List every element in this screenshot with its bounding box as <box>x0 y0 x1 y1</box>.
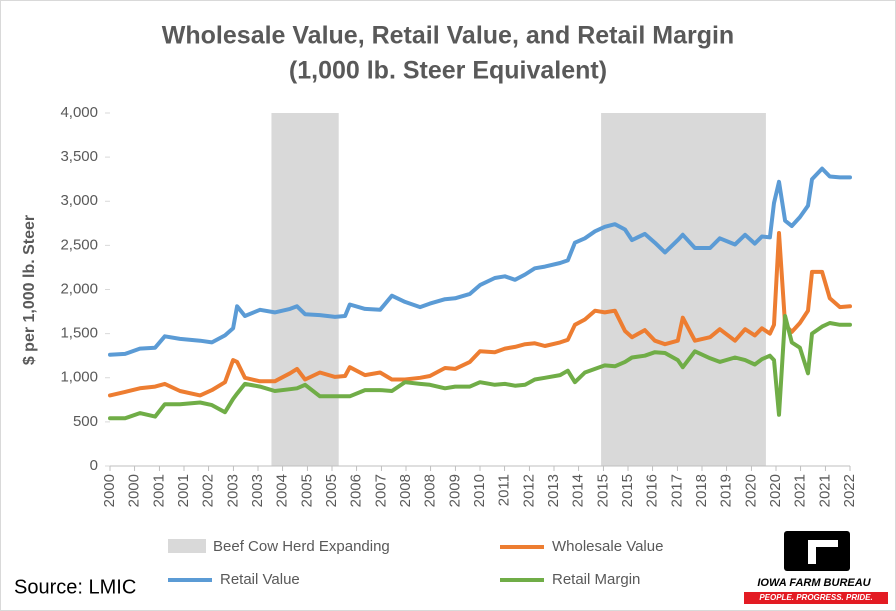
logo-text: IOWA FARM BUREAU <box>757 577 871 589</box>
source: Source: LMIC <box>14 576 136 598</box>
x-tick-label: 2004 <box>274 474 291 507</box>
x-tick-label: 2005 <box>298 474 315 507</box>
logo-mark <box>784 531 850 571</box>
x-tick-label: 2008 <box>422 474 439 507</box>
x-tick-label: 2013 <box>545 474 562 507</box>
x-tick-label: 2020 <box>767 474 784 507</box>
x-tick-label: 2021 <box>792 474 809 507</box>
x-tick-label: 2008 <box>397 474 414 507</box>
y-tick-label: 2,500 <box>60 236 98 253</box>
x-tick-label: 2001 <box>175 474 192 507</box>
x-tick-label: 2009 <box>446 474 463 507</box>
x-tick-label: 2018 <box>693 474 710 507</box>
x-tick-label: 2000 <box>126 474 143 507</box>
series-line <box>108 314 852 421</box>
x-tick-label: 2021 <box>816 474 833 507</box>
chart-subtitle: (1,000 lb. Steer Equivalent) <box>289 57 607 85</box>
x-tick-label: 2005 <box>323 474 340 507</box>
legend-label: Wholesale Value <box>552 538 663 555</box>
x-tick-label: 2019 <box>718 474 735 507</box>
x-tick-label: 2000 <box>101 474 118 507</box>
y-tick-label: 3,000 <box>60 192 98 209</box>
legend-label: Beef Cow Herd Expanding <box>213 538 390 555</box>
y-axis-title: $ per 1,000 lb. Steer <box>21 215 38 365</box>
series-line <box>108 231 852 398</box>
x-tick-label: 2012 <box>520 474 537 507</box>
y-tick-label: 1,000 <box>60 369 98 386</box>
logo-band <box>744 592 888 604</box>
x-tick-label: 2010 <box>471 474 488 507</box>
x-tick-label: 2011 <box>496 474 513 506</box>
series-line <box>108 166 852 357</box>
x-tick-label: 2006 <box>348 474 365 507</box>
y-tick-label: 500 <box>73 413 98 430</box>
x-tick-label: 2002 <box>200 474 217 507</box>
logo-mark <box>808 540 816 564</box>
y-tick-label: 3,500 <box>60 148 98 165</box>
logo-tagline: PEOPLE. PROGRESS. PRIDE. <box>759 593 872 602</box>
x-tick-label: 2015 <box>594 474 611 507</box>
y-tick-label: 0 <box>90 457 98 474</box>
x-tick-label: 2014 <box>570 474 587 507</box>
logo: IOWA FARM BUREAU PEOPLE. PROGRESS. PRIDE… <box>744 531 888 604</box>
x-tick-label: 2007 <box>372 474 389 507</box>
y-tick-label: 2,000 <box>60 280 98 297</box>
legend-swatch <box>168 539 206 553</box>
x-tick-label: 2003 <box>224 474 241 507</box>
shaded-period <box>271 113 339 466</box>
logo-mark <box>808 540 838 547</box>
chart-title: Wholesale Value, Retail Value, and Retai… <box>162 22 734 50</box>
y-tick-label: 4,000 <box>60 104 98 121</box>
x-tick-label: 2016 <box>644 474 661 507</box>
legend-label: Retail Margin <box>552 571 640 588</box>
shaded-period <box>601 113 766 466</box>
x-tick-label: 2017 <box>668 474 685 507</box>
x-tick-label: 2003 <box>249 474 266 507</box>
x-tick-label: 2022 <box>841 474 858 507</box>
y-tick-label: 1,500 <box>60 325 98 342</box>
x-tick-label: 2001 <box>150 474 167 507</box>
x-tick-label: 2015 <box>619 474 636 507</box>
legend-label: Retail Value <box>220 571 300 588</box>
x-tick-label: 2020 <box>742 474 759 507</box>
